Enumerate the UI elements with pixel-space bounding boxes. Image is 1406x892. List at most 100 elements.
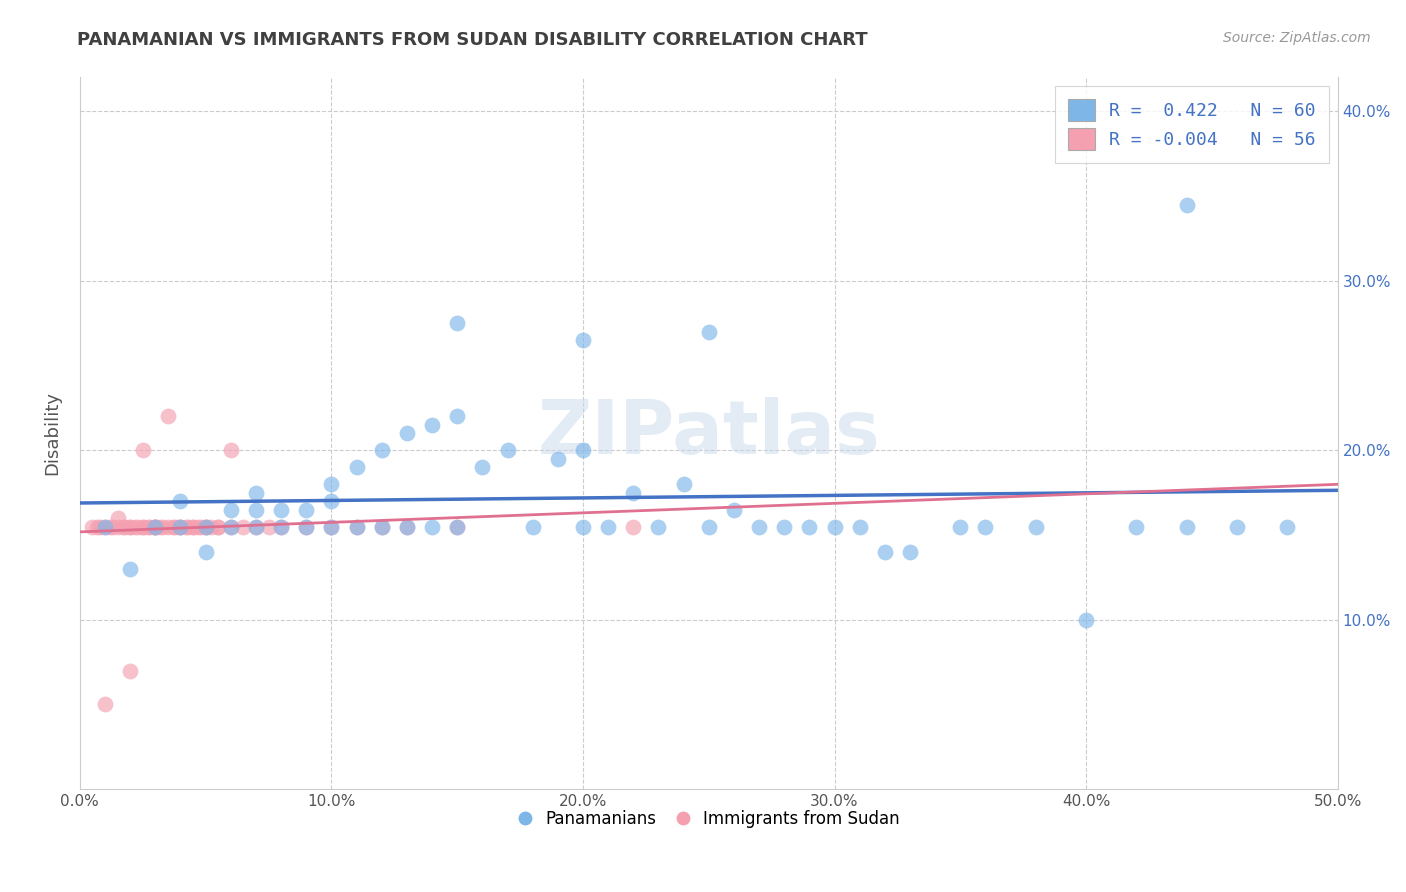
Point — [139, 519, 162, 533]
Point — [321, 519, 343, 533]
Point — [245, 485, 267, 500]
Point — [572, 443, 595, 458]
Point — [219, 519, 242, 533]
Point — [295, 519, 318, 533]
Point — [149, 519, 172, 533]
Point — [420, 417, 443, 432]
Point — [395, 519, 418, 533]
Point — [1074, 613, 1097, 627]
Point — [697, 519, 720, 533]
Point — [165, 519, 187, 533]
Point — [98, 519, 121, 533]
Point — [86, 519, 108, 533]
Point — [111, 519, 134, 533]
Point — [295, 502, 318, 516]
Point — [177, 519, 200, 533]
Point — [471, 460, 494, 475]
Text: PANAMANIAN VS IMMIGRANTS FROM SUDAN DISABILITY CORRELATION CHART: PANAMANIAN VS IMMIGRANTS FROM SUDAN DISA… — [77, 31, 868, 49]
Point — [107, 519, 129, 533]
Point — [194, 519, 217, 533]
Point — [598, 519, 620, 533]
Point — [143, 519, 166, 533]
Point — [120, 562, 142, 576]
Point — [949, 519, 972, 533]
Point — [346, 519, 368, 533]
Point — [321, 477, 343, 491]
Point — [120, 519, 142, 533]
Point — [143, 519, 166, 533]
Point — [848, 519, 870, 533]
Y-axis label: Disability: Disability — [44, 392, 60, 475]
Point — [94, 519, 117, 533]
Point — [621, 519, 644, 533]
Point — [143, 519, 166, 533]
Point — [174, 519, 197, 533]
Point — [547, 451, 569, 466]
Point — [873, 545, 896, 559]
Point — [974, 519, 997, 533]
Point — [1025, 519, 1047, 533]
Point — [219, 519, 242, 533]
Point — [207, 519, 229, 533]
Point — [522, 519, 544, 533]
Point — [181, 519, 204, 533]
Point — [1175, 519, 1198, 533]
Point — [127, 519, 149, 533]
Point — [94, 698, 117, 712]
Point — [89, 519, 111, 533]
Point — [371, 519, 394, 533]
Point — [647, 519, 669, 533]
Point — [152, 519, 174, 533]
Point — [194, 519, 217, 533]
Point — [395, 519, 418, 533]
Point — [1175, 197, 1198, 211]
Point — [672, 477, 695, 491]
Point — [1125, 519, 1147, 533]
Point — [194, 545, 217, 559]
Point — [132, 519, 155, 533]
Point — [773, 519, 796, 533]
Point — [190, 519, 212, 533]
Point — [496, 443, 519, 458]
Point — [321, 494, 343, 508]
Point — [245, 502, 267, 516]
Point — [82, 519, 104, 533]
Point — [162, 519, 184, 533]
Point — [207, 519, 229, 533]
Point — [371, 443, 394, 458]
Point — [101, 519, 124, 533]
Point — [346, 460, 368, 475]
Point — [572, 519, 595, 533]
Point — [748, 519, 770, 533]
Point — [169, 519, 191, 533]
Point — [94, 519, 117, 533]
Point — [371, 519, 394, 533]
Point — [181, 519, 204, 533]
Point — [420, 519, 443, 533]
Point — [200, 519, 222, 533]
Point — [232, 519, 254, 533]
Point — [446, 316, 468, 330]
Point — [219, 502, 242, 516]
Point — [132, 519, 155, 533]
Point — [395, 426, 418, 441]
Point — [136, 519, 159, 533]
Point — [156, 409, 179, 424]
Text: ZIPatlas: ZIPatlas — [537, 397, 880, 470]
Point — [257, 519, 280, 533]
Point — [295, 519, 318, 533]
Point — [107, 511, 129, 525]
Point — [346, 519, 368, 533]
Point — [187, 519, 209, 533]
Point — [120, 519, 142, 533]
Point — [143, 519, 166, 533]
Point — [245, 519, 267, 533]
Point — [219, 443, 242, 458]
Point — [132, 443, 155, 458]
Point — [114, 519, 136, 533]
Legend: Panamanians, Immigrants from Sudan: Panamanians, Immigrants from Sudan — [512, 803, 905, 834]
Text: Source: ZipAtlas.com: Source: ZipAtlas.com — [1223, 31, 1371, 45]
Point — [120, 664, 142, 678]
Point — [824, 519, 846, 533]
Point — [321, 519, 343, 533]
